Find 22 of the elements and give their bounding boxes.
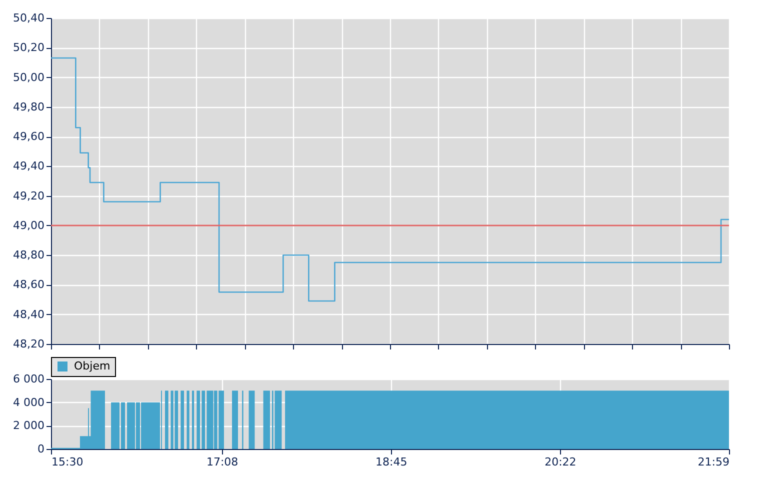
y-tick-label: 50,00	[13, 70, 44, 84]
y-tick-label: 4 000	[13, 396, 44, 409]
y-tick-label: 49,40	[13, 160, 44, 173]
x-tick-label: 21:59	[698, 456, 730, 468]
legend-label: Objem	[74, 360, 110, 372]
x-tick-label: 15:30	[52, 456, 84, 468]
x-tick-label: 17:08	[206, 456, 238, 468]
y-tick-label: 0	[38, 442, 44, 456]
y-tick-label: 48,40	[13, 308, 44, 321]
y-tick-label: 2 000	[13, 419, 44, 432]
x-tick-label: 20:22	[544, 456, 576, 468]
y-tick-label: 6 000	[13, 372, 44, 386]
y-tick-label: 50,40	[13, 12, 44, 24]
y-tick-label: 49,60	[13, 130, 44, 144]
y-tick-label: 50,20	[13, 41, 44, 54]
y-tick-label: 48,80	[13, 248, 44, 262]
y-tick-label: 49,00	[13, 218, 44, 232]
y-tick-label: 49,20	[13, 189, 44, 202]
y-tick-label: 49,80	[13, 100, 44, 114]
y-tick-label: 48,20	[13, 338, 44, 350]
x-tick-label: 18:45	[376, 456, 408, 468]
y-tick-label: 48,60	[13, 278, 44, 292]
